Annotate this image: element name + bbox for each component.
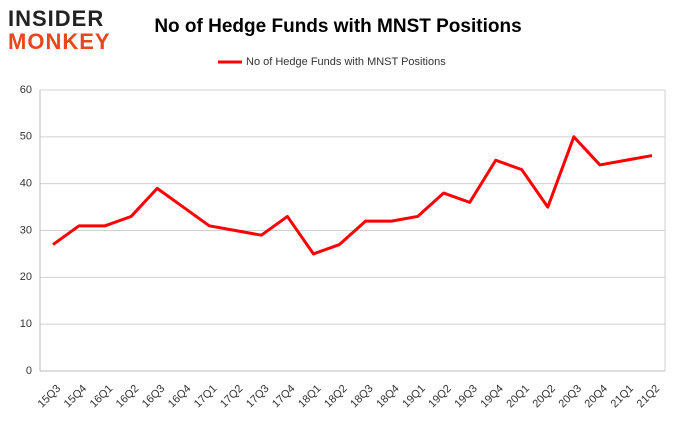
y-tick-label: 0 (26, 365, 32, 377)
y-tick-label: 30 (20, 224, 32, 236)
logo-line2: MONKEY (8, 29, 111, 54)
y-tick-label: 20 (20, 271, 32, 283)
y-tick-label: 40 (20, 178, 32, 190)
chart-title: No of Hedge Funds with MNST Positions (154, 16, 521, 37)
y-tick-label: 10 (20, 318, 32, 330)
line-series (52, 135, 653, 256)
logo-line1: INSIDER (8, 6, 104, 31)
y-tick-label: 50 (20, 131, 32, 143)
legend-label: No of Hedge Funds with MNST Positions (246, 56, 446, 68)
y-tick-label: 60 (20, 84, 32, 96)
